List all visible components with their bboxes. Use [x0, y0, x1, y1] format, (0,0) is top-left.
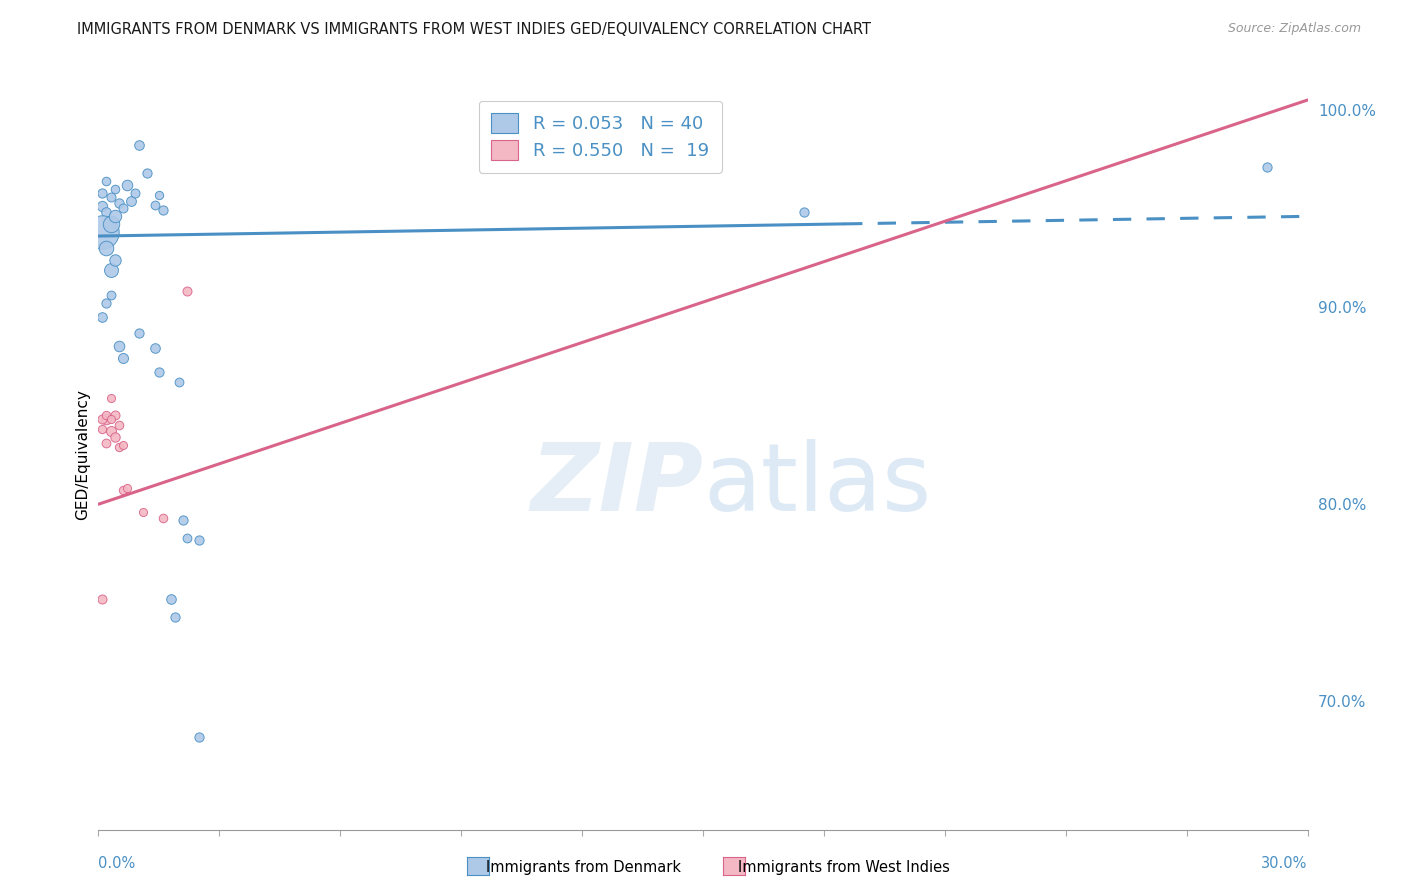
Point	[103, 409, 125, 423]
Point	[91, 225, 114, 239]
Text: IMMIGRANTS FROM DENMARK VS IMMIGRANTS FROM WEST INDIES GED/EQUIVALENCY CORRELATI: IMMIGRANTS FROM DENMARK VS IMMIGRANTS FR…	[77, 22, 872, 37]
Text: atlas: atlas	[703, 439, 931, 531]
Point	[143, 197, 166, 211]
Point	[167, 375, 190, 389]
Point	[591, 142, 613, 156]
Point	[91, 412, 114, 426]
Point	[115, 178, 138, 192]
Point	[132, 505, 155, 519]
Legend: R = 0.053   N = 40, R = 0.550   N =  19: R = 0.053 N = 40, R = 0.550 N = 19	[479, 101, 721, 173]
Point	[91, 591, 114, 606]
Point	[111, 483, 134, 498]
Point	[100, 217, 122, 231]
Point	[107, 195, 129, 210]
Point	[96, 205, 118, 219]
Point	[91, 422, 114, 436]
Point	[107, 418, 129, 433]
Point	[111, 351, 134, 366]
Point	[163, 609, 186, 624]
Point	[100, 391, 122, 405]
Point	[100, 189, 122, 203]
Point	[103, 252, 125, 267]
Point	[120, 194, 142, 208]
Point	[148, 187, 170, 202]
Point	[96, 412, 118, 426]
Point	[152, 511, 174, 525]
Point	[172, 513, 194, 527]
Point	[96, 409, 118, 423]
Point	[128, 138, 150, 153]
Point	[176, 285, 198, 299]
Point	[103, 210, 125, 224]
Text: Source: ZipAtlas.com: Source: ZipAtlas.com	[1227, 22, 1361, 36]
Y-axis label: GED/Equivalency: GED/Equivalency	[75, 390, 90, 520]
Point	[100, 424, 122, 438]
Point	[96, 241, 118, 255]
Point	[124, 186, 146, 200]
Text: 30.0%: 30.0%	[1261, 855, 1308, 871]
Point	[135, 166, 157, 180]
Point	[793, 205, 815, 219]
Text: Immigrants from Denmark: Immigrants from Denmark	[486, 860, 681, 874]
Point	[103, 182, 125, 196]
Point	[1256, 160, 1278, 174]
Point	[111, 438, 134, 452]
Point	[107, 339, 129, 353]
Point	[143, 342, 166, 356]
Point	[103, 430, 125, 444]
Point	[91, 199, 114, 213]
Point	[100, 412, 122, 426]
Point	[152, 203, 174, 218]
Text: 0.0%: 0.0%	[98, 855, 135, 871]
Text: Immigrants from West Indies: Immigrants from West Indies	[738, 860, 949, 874]
Point	[91, 310, 114, 324]
Point	[115, 482, 138, 496]
Point	[160, 591, 183, 606]
Text: ZIP: ZIP	[530, 439, 703, 531]
Point	[100, 288, 122, 302]
Point	[128, 326, 150, 340]
Point	[111, 202, 134, 216]
Point	[188, 730, 211, 744]
Point	[188, 533, 211, 547]
Point	[176, 531, 198, 545]
Point	[96, 174, 118, 188]
Point	[91, 186, 114, 200]
Point	[96, 296, 118, 310]
Point	[107, 440, 129, 454]
Point	[96, 436, 118, 450]
Point	[148, 365, 170, 379]
Point	[100, 262, 122, 277]
